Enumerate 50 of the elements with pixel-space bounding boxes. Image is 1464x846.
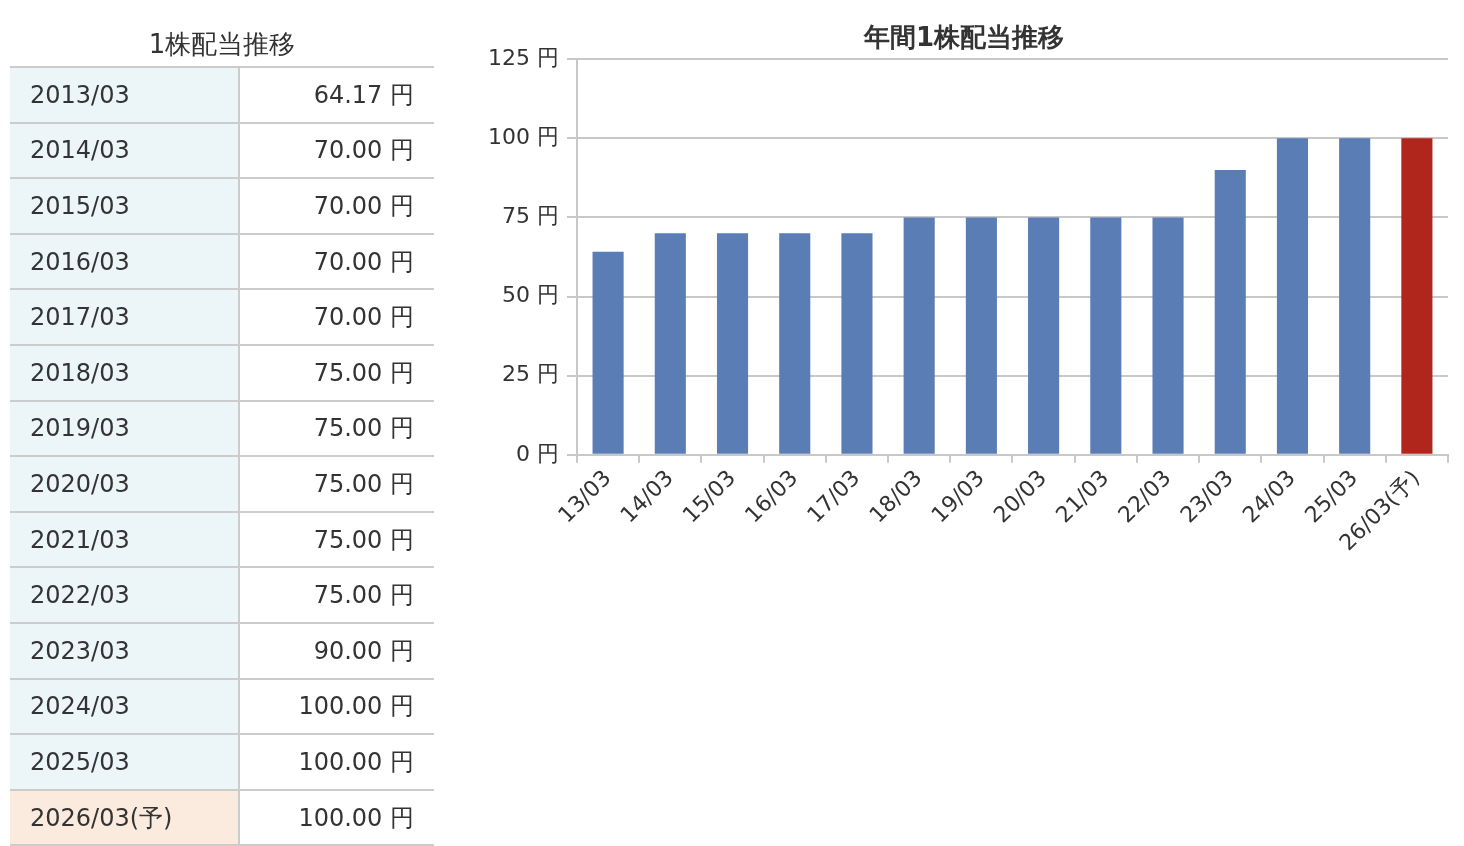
category-label: 2022/03 [10, 567, 239, 623]
bar [1090, 217, 1122, 454]
category-label: 2021/03 [10, 511, 239, 568]
bar [1276, 138, 1309, 454]
category-label: 2024/03 [10, 678, 239, 735]
text: 100.00 円 [298, 692, 414, 721]
text: 64.17 円 [313, 80, 414, 109]
y-tick-label: 125 円 [488, 44, 559, 70]
bar [654, 233, 686, 454]
category-label: 2013/03 [10, 67, 239, 123]
text: 90.00 円 [313, 636, 414, 665]
category-label: 2018/03 [10, 344, 239, 401]
text: 70.00 円 [313, 247, 414, 276]
category-label: 2019/03 [10, 400, 239, 457]
text: 75.00 円 [313, 469, 414, 498]
text: 75.00 円 [313, 414, 414, 443]
bar [716, 233, 749, 454]
bar [1214, 169, 1246, 454]
category-label: 2014/03 [10, 122, 239, 179]
y-tick-label: 75 円 [501, 203, 559, 229]
category-label: 2025/03 [10, 734, 239, 790]
text: 1株配当推移 [147, 28, 297, 61]
text: 75.00 円 [313, 358, 414, 387]
bar [1152, 217, 1184, 454]
category-label: 2023/03 [10, 622, 239, 679]
bar [841, 233, 873, 454]
bar [1028, 217, 1060, 454]
category-label: 2026/03(予) [10, 789, 239, 846]
bar [1339, 138, 1371, 454]
category-label: 2015/03 [10, 178, 239, 234]
y-tick-label: 0 円 [515, 440, 559, 466]
chart-title: 年間1株配当推移 [862, 22, 1065, 53]
y-tick-label: 50 円 [501, 282, 559, 308]
category-label: 2016/03 [10, 233, 239, 290]
bar [1401, 138, 1433, 454]
text: 75.00 円 [313, 525, 414, 554]
y-tick-label: 100 円 [488, 124, 559, 150]
text: 70.00 円 [313, 303, 414, 332]
bar [903, 217, 935, 454]
category-label: 2017/03 [10, 289, 239, 345]
bar [592, 251, 624, 454]
bar [779, 233, 811, 454]
y-tick-label: 25 円 [501, 361, 559, 387]
text: 75.00 円 [313, 581, 414, 610]
text: 100.00 円 [298, 803, 414, 832]
text: 100.00 円 [298, 747, 414, 776]
bar [965, 217, 997, 454]
text: 70.00 円 [313, 191, 414, 220]
category-label: 2020/03 [10, 456, 239, 512]
text: 70.00 円 [313, 136, 414, 165]
